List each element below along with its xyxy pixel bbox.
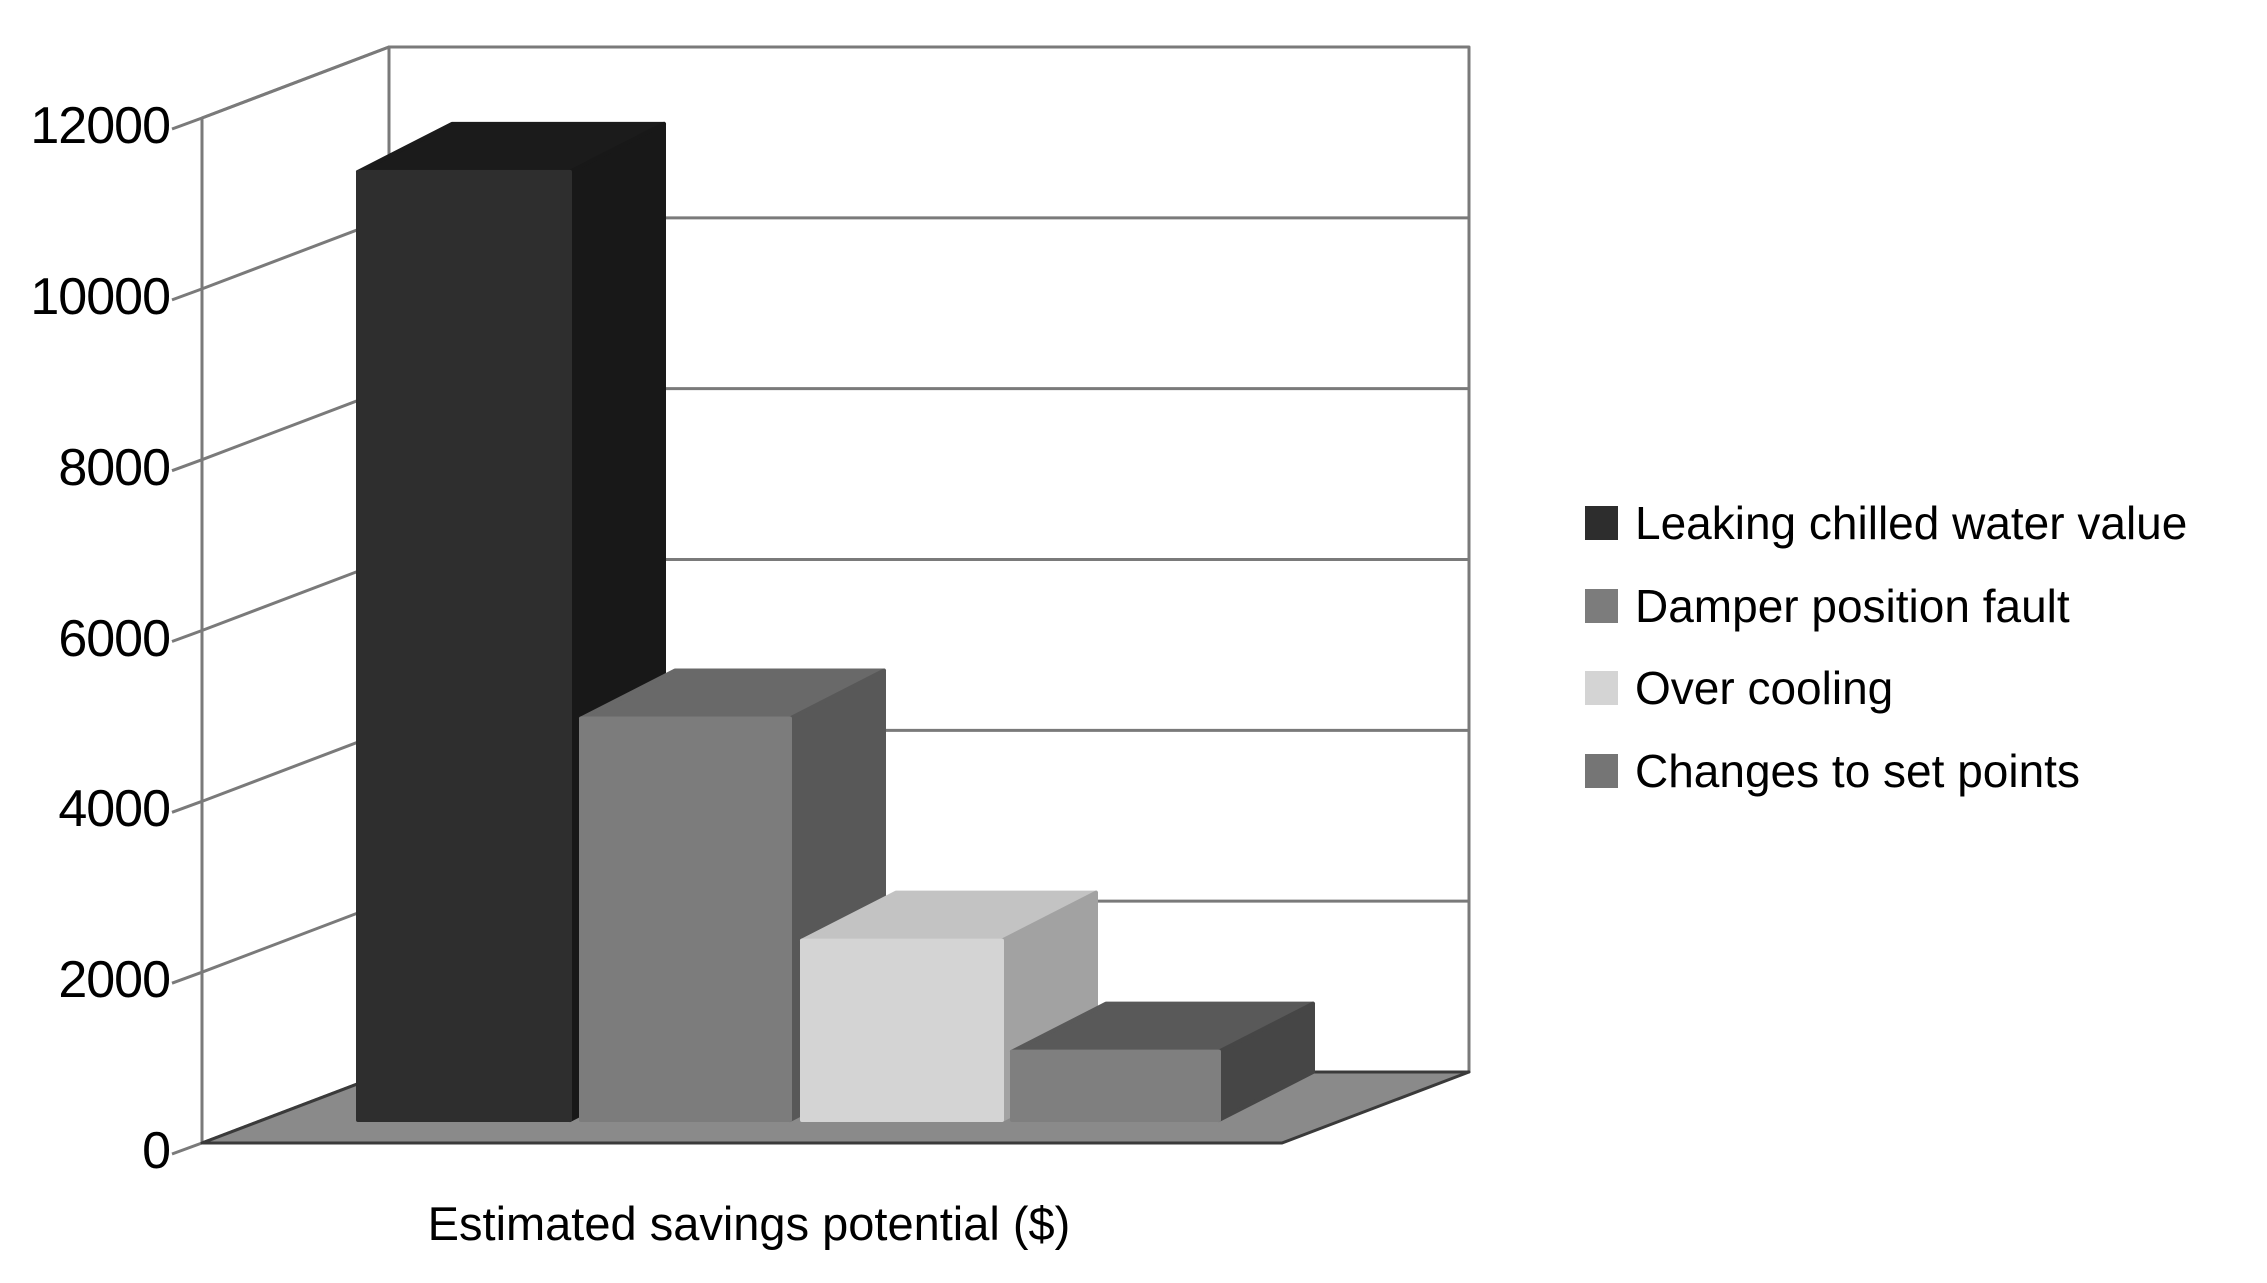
y-tick-label: 12000	[30, 97, 171, 156]
legend-label: Changes to set points	[1635, 745, 2080, 798]
legend-item: Damper position fault	[1585, 580, 2070, 632]
y-axis-tick	[171, 970, 203, 985]
y-axis-tick	[171, 1141, 203, 1156]
x-axis-title: Estimated savings potential ($)	[427, 1197, 1071, 1250]
y-tick-label: 8000	[58, 438, 171, 497]
bar-front-face	[1010, 1049, 1221, 1122]
y-axis-tick	[171, 458, 203, 473]
legend-item: Over cooling	[1585, 662, 1893, 714]
y-tick-label: 2000	[58, 951, 171, 1010]
legend-swatch-icon	[1585, 506, 1618, 540]
legend-swatch-icon	[1585, 671, 1618, 706]
legend-label: Leaking chilled water value	[1635, 497, 2188, 549]
legend-swatch-icon	[1585, 588, 1618, 623]
y-tick-label: 0	[142, 1122, 171, 1180]
y-tick-label: 6000	[58, 609, 171, 668]
legend-label: Over cooling	[1635, 662, 1894, 715]
legend-label: Damper position fault	[1635, 579, 2070, 632]
bar-front-face	[800, 938, 1004, 1122]
y-axis-tick	[171, 629, 203, 643]
y-axis-tick	[171, 287, 203, 302]
y-tick-label: 10000	[30, 267, 171, 326]
y-axis-tick	[171, 116, 203, 131]
legend-swatch-icon	[1585, 754, 1618, 789]
y-axis-tick	[171, 799, 203, 814]
legend-item: Changes to set points	[1585, 745, 2080, 797]
bar-front-face	[356, 169, 572, 1122]
gridline-side	[201, 45, 390, 120]
bar-front-face	[579, 716, 792, 1122]
legend-item: Leaking chilled water value	[1585, 497, 2187, 549]
y-tick-label: 4000	[58, 780, 171, 839]
